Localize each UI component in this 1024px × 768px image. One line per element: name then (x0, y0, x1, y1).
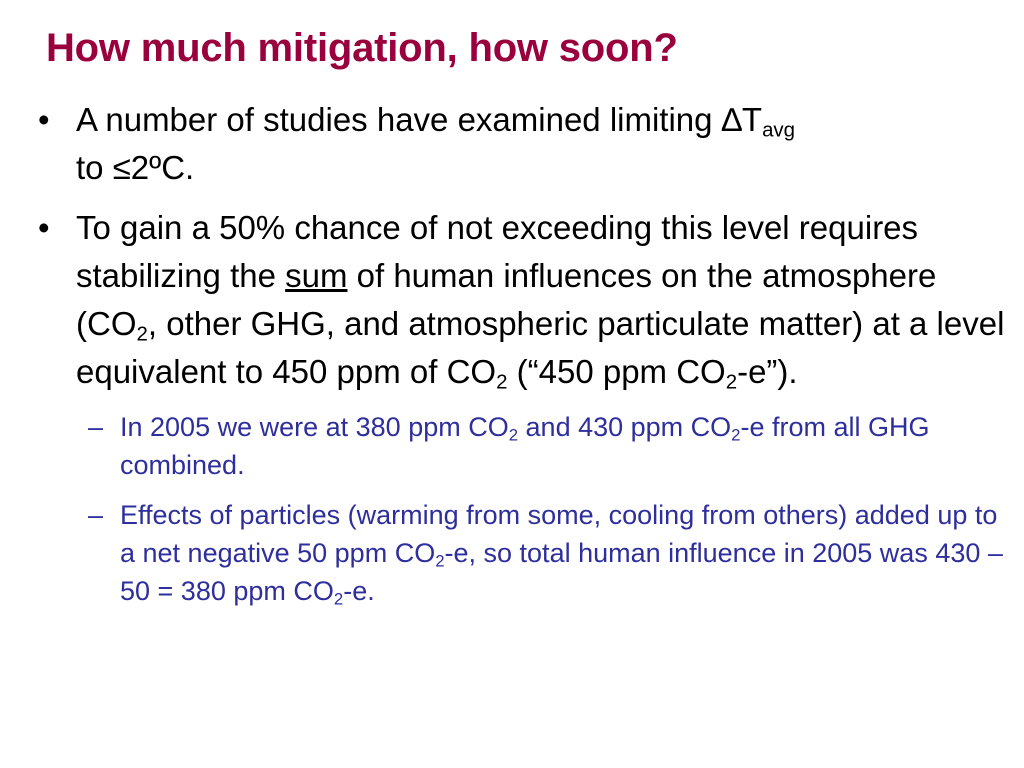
bullet-item: • A number of studies have examined limi… (30, 96, 1015, 192)
bullet-marker: • (38, 209, 50, 246)
text-segment: -e, so total human influence in 2005 was… (120, 538, 1003, 606)
subscript: 2 (725, 370, 738, 394)
text-segment: and 430 ppm CO (518, 412, 732, 442)
text-segment: -e from all GHG combined. (120, 412, 930, 480)
sub-bullet-marker: – (88, 412, 104, 442)
sub-bullet-text: Effects of particles (warming from some,… (120, 500, 1003, 609)
underlined-word: sum (285, 257, 348, 294)
bullet-text: To gain a 50% chance of not exceeding th… (76, 209, 1005, 392)
bullet-list: • A number of studies have examined limi… (30, 96, 1015, 622)
text-segment: of human influences on the atmosphere (C… (76, 257, 937, 342)
subscript: avg (762, 118, 796, 142)
text-segment: -e. (343, 576, 375, 606)
sub-bullet-item: – Effects of particles (warming from som… (88, 496, 1015, 610)
text-segment: In 2005 we were at 380 ppm CO (120, 412, 509, 442)
text-segment: Effects of particles (warming from some,… (120, 500, 998, 568)
text-segment: , other GHG, and atmospheric particulate… (76, 305, 1005, 390)
text-segment: T (741, 101, 763, 138)
text-segment: (“450 ppm CO (507, 353, 726, 390)
text-segment: To gain a 50% chance of not exceeding th… (76, 209, 919, 294)
sub-bullet-text: In 2005 we were at 380 ppm CO2 and 430 p… (120, 412, 930, 480)
bullet-text: A number of studies have examined limiti… (76, 101, 795, 186)
subscript: 2 (435, 551, 445, 571)
slide-title: How much mitigation, how soon? (46, 26, 678, 70)
text-segment: -e”). (737, 353, 798, 390)
subscript: 2 (333, 589, 344, 609)
delta-symbol: ∆ (721, 101, 742, 138)
subscript: 2 (508, 425, 519, 445)
bullet-item: • To gain a 50% chance of not exceeding … (30, 204, 1015, 396)
subscript: 2 (136, 322, 148, 346)
text-segment: A number of studies have examined limiti… (76, 101, 722, 138)
sub-bullet-marker: – (88, 500, 104, 530)
subscript: 2 (496, 370, 508, 394)
bullet-marker: • (38, 101, 50, 138)
text-segment: to ≤2ºC. (76, 149, 195, 186)
subscript: 2 (731, 425, 741, 445)
sub-bullet-item: – In 2005 we were at 380 ppm CO2 and 430… (88, 408, 1015, 484)
